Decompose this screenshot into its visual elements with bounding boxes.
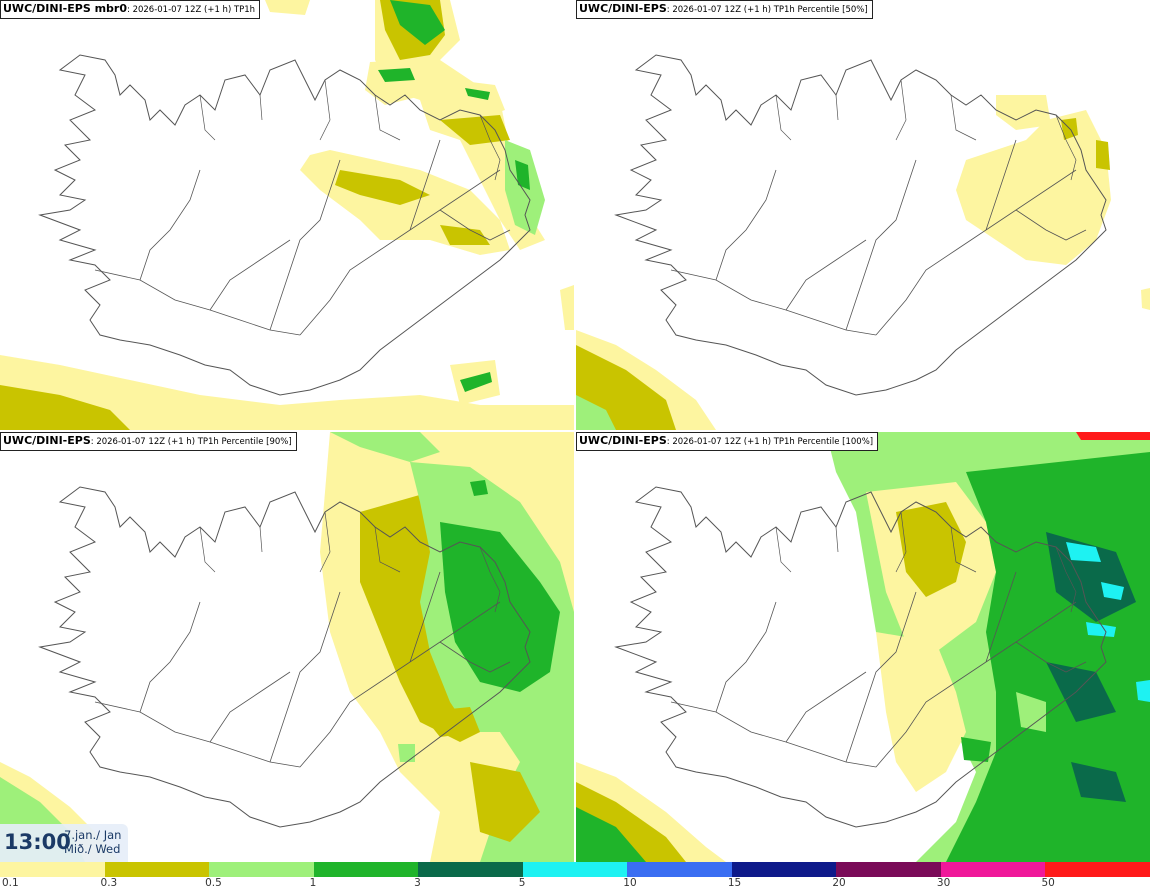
- scale-label: 0.5: [205, 877, 222, 889]
- scale-label: 15: [727, 877, 742, 889]
- color-swatch: [1045, 862, 1150, 877]
- precip-map: [0, 432, 574, 862]
- valid-time: 13:00: [4, 830, 71, 854]
- color-swatch: [836, 862, 941, 877]
- panel-title: UWC/DINI-EPS mbr0: 2026-01-07 12Z (+1 h)…: [0, 0, 261, 19]
- color-swatch: [104, 862, 210, 877]
- color-swatch: [627, 862, 732, 877]
- map-panel-p100: UWC/DINI-EPS: 2026-01-07 12Z (+1 h) TP1h…: [576, 432, 1150, 862]
- scale-label: 10: [623, 877, 637, 889]
- map-panel-p50: UWC/DINI-EPS: 2026-01-07 12Z (+1 h) TP1h…: [576, 0, 1150, 430]
- color-scale-bar: [0, 862, 1150, 877]
- color-swatch: [209, 862, 314, 877]
- scale-label: 5: [518, 877, 526, 889]
- scale-label: 30: [936, 877, 951, 889]
- color-swatch: [731, 862, 837, 877]
- map-panel-mbr0: UWC/DINI-EPS mbr0: 2026-01-07 12Z (+1 h)…: [0, 0, 574, 430]
- panel-title: UWC/DINI-EPS: 2026-01-07 12Z (+1 h) TP1h…: [576, 0, 873, 19]
- scale-label: 1: [309, 877, 317, 889]
- scale-label: 0.1: [2, 877, 19, 889]
- scale-label: 50: [1041, 877, 1055, 889]
- scale-label: 0.3: [100, 877, 118, 889]
- color-scale-labels: 0.1 0.3 0.5 1 3 5 10 15 20 30 50: [0, 877, 1150, 891]
- color-swatch: [313, 862, 419, 877]
- precip-map: [576, 54, 1150, 430]
- color-swatch: [940, 862, 1046, 877]
- valid-time-box: 13:00 7.jan./ Jan Mið./ Wed: [0, 824, 128, 862]
- precip-map: [576, 432, 1150, 862]
- panel-title: UWC/DINI-EPS: 2026-01-07 12Z (+1 h) TP1h…: [0, 432, 297, 451]
- panel-title: UWC/DINI-EPS: 2026-01-07 12Z (+1 h) TP1h…: [576, 432, 879, 451]
- map-panel-p90: UWC/DINI-EPS: 2026-01-07 12Z (+1 h) TP1h…: [0, 432, 574, 862]
- precip-map: [0, 0, 574, 430]
- scale-label: 3: [414, 877, 421, 889]
- valid-date: 7.jan./ Jan Mið./ Wed: [64, 828, 122, 856]
- color-swatch: [522, 862, 628, 877]
- color-swatch: [418, 862, 523, 877]
- color-swatch: [0, 862, 105, 877]
- scale-label: 20: [832, 877, 846, 889]
